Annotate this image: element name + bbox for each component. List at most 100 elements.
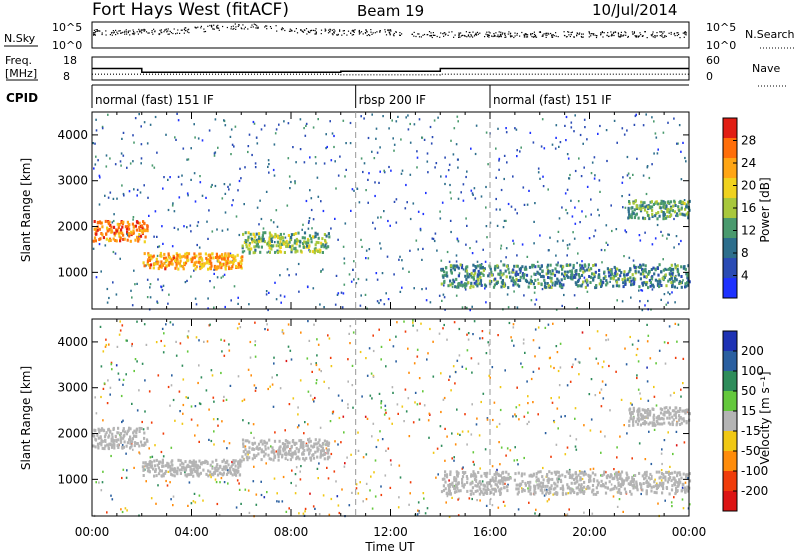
scatter-cell bbox=[266, 491, 268, 494]
backscatter-cell bbox=[276, 452, 279, 456]
backscatter-cell bbox=[669, 205, 673, 209]
backscatter-cell bbox=[449, 283, 452, 287]
noise-point bbox=[101, 33, 103, 36]
scatter-cell bbox=[601, 261, 603, 264]
backscatter-cell bbox=[263, 240, 266, 244]
scatter-cell bbox=[458, 354, 461, 357]
backscatter-cell bbox=[564, 475, 567, 479]
scatter-cell bbox=[275, 450, 278, 453]
scatter-cell bbox=[451, 496, 453, 499]
backscatter-cell bbox=[531, 474, 534, 478]
scatter-cell bbox=[557, 427, 559, 430]
scatter-cell bbox=[636, 347, 639, 351]
scatter-cell bbox=[297, 413, 299, 416]
freq-label-line2: [MHz] bbox=[5, 67, 37, 80]
backscatter-cell bbox=[216, 469, 219, 473]
backscatter-cell bbox=[610, 273, 613, 277]
backscatter-cell bbox=[324, 443, 328, 447]
scatter-cell bbox=[185, 396, 187, 399]
noise-point bbox=[610, 31, 612, 33]
noise-point bbox=[346, 34, 348, 36]
scatter-cell bbox=[555, 136, 557, 139]
scatter-cell bbox=[133, 369, 135, 373]
scatter-cell bbox=[409, 249, 411, 252]
noise-point bbox=[676, 34, 678, 37]
scatter-cell bbox=[667, 291, 669, 294]
scatter-cell bbox=[99, 176, 101, 179]
noise-point bbox=[255, 24, 257, 26]
backscatter-cell bbox=[264, 447, 267, 451]
scatter-cell bbox=[459, 433, 461, 436]
backscatter-cell bbox=[170, 467, 174, 471]
scatter-cell bbox=[468, 273, 471, 276]
backscatter-cell bbox=[285, 451, 288, 455]
backscatter-cell bbox=[641, 269, 645, 273]
noise-point bbox=[491, 35, 493, 37]
backscatter-cell bbox=[466, 272, 469, 276]
scatter-cell bbox=[255, 493, 258, 496]
backscatter-cell bbox=[650, 485, 653, 489]
backscatter-cell bbox=[654, 278, 657, 282]
backscatter-cell bbox=[642, 205, 645, 209]
backscatter-cell bbox=[299, 249, 303, 253]
backscatter-cell bbox=[131, 440, 134, 444]
noise-point bbox=[447, 34, 449, 36]
scatter-cell bbox=[131, 304, 134, 307]
scatter-cell bbox=[567, 247, 569, 250]
scatter-cell bbox=[193, 172, 196, 175]
noise-point bbox=[622, 35, 624, 37]
scatter-cell bbox=[500, 446, 503, 449]
scatter-cell bbox=[360, 157, 363, 160]
scatter-cell bbox=[104, 194, 106, 197]
backscatter-cell bbox=[675, 487, 678, 490]
backscatter-cell bbox=[128, 438, 131, 442]
backscatter-cell bbox=[635, 212, 638, 216]
noise-point bbox=[673, 32, 676, 34]
backscatter-cell bbox=[668, 492, 671, 496]
scatter-cell bbox=[448, 163, 451, 166]
backscatter-cell bbox=[611, 272, 614, 276]
scatter-cell bbox=[499, 463, 501, 466]
scatter-cell bbox=[119, 160, 122, 163]
scatter-cell bbox=[466, 306, 468, 309]
noise-point bbox=[180, 29, 182, 31]
backscatter-cell bbox=[285, 453, 288, 457]
noise-point bbox=[301, 30, 303, 32]
scatter-cell bbox=[399, 476, 402, 479]
scatter-cell bbox=[352, 331, 355, 334]
backscatter-cell bbox=[546, 484, 549, 488]
backscatter-cell bbox=[102, 236, 105, 240]
backscatter-cell bbox=[133, 444, 136, 448]
backscatter-cell bbox=[451, 481, 454, 485]
noise-point bbox=[493, 34, 495, 36]
noise-point bbox=[463, 34, 465, 37]
scatter-cell bbox=[576, 307, 578, 310]
backscatter-cell bbox=[110, 437, 113, 441]
scatter-cell bbox=[351, 384, 354, 387]
noise-point bbox=[94, 34, 96, 36]
backscatter-cell bbox=[115, 231, 118, 235]
scatter-cell bbox=[682, 507, 685, 510]
noise-point bbox=[119, 30, 121, 32]
backscatter-cell bbox=[620, 470, 624, 474]
backscatter-cell bbox=[574, 275, 577, 279]
scatter-cell bbox=[588, 347, 591, 350]
backscatter-cell bbox=[523, 489, 526, 493]
backscatter-cell bbox=[326, 451, 329, 455]
scatter-cell bbox=[365, 189, 367, 192]
scatter-cell bbox=[130, 442, 133, 445]
backscatter-cell bbox=[136, 235, 139, 239]
noise-point bbox=[476, 31, 479, 33]
backscatter-cell bbox=[142, 468, 145, 472]
scatter-cell bbox=[526, 203, 529, 206]
scatter-cell bbox=[308, 220, 310, 223]
backscatter-cell bbox=[240, 459, 243, 463]
scatter-cell bbox=[157, 245, 159, 249]
noise-point bbox=[581, 36, 583, 38]
backscatter-cell bbox=[518, 284, 521, 288]
backscatter-cell bbox=[254, 240, 257, 244]
backscatter-cell bbox=[154, 262, 157, 266]
scatter-cell bbox=[351, 364, 354, 367]
scatter-cell bbox=[216, 418, 219, 421]
backscatter-cell bbox=[613, 275, 616, 278]
